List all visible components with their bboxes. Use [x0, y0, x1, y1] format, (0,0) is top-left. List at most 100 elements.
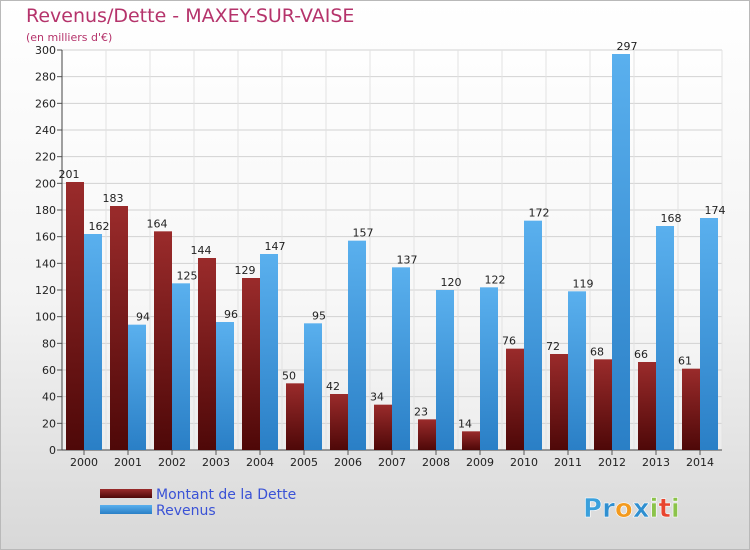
bar-revenus: [656, 226, 674, 450]
x-tick-label: 2007: [378, 456, 406, 469]
data-label-dette: 34: [370, 391, 384, 404]
y-tick-label: 180: [35, 204, 56, 217]
bar-revenus: [568, 291, 586, 450]
y-tick-label: 100: [35, 311, 56, 324]
y-tick-label: 80: [42, 337, 56, 350]
bar-dette: [330, 394, 348, 450]
data-label-revenus: 95: [312, 309, 326, 322]
logo-text: Proxiti: [583, 494, 680, 524]
axes: 0 20 40 60 80 100 120 140 160 180 200 220 240 260 280 3…: [35, 44, 722, 469]
bar-revenus: [304, 323, 322, 450]
data-label-revenus: 168: [661, 212, 682, 225]
bar-revenus: [260, 254, 278, 450]
bar-dette: [594, 359, 612, 450]
x-tick-label: 2009: [466, 456, 494, 469]
data-label-dette: 42: [326, 380, 340, 393]
y-tick-label: 120: [35, 284, 56, 297]
bar-revenus: [524, 220, 542, 450]
x-tick-label: 2001: [114, 456, 142, 469]
x-tick-label: 2008: [422, 456, 450, 469]
x-tick-label: 2000: [70, 456, 98, 469]
bar-dette: [198, 258, 216, 450]
legend-swatch-revenus: [100, 505, 152, 514]
data-label-revenus: 125: [177, 269, 198, 282]
bar-revenus: [612, 54, 630, 450]
bar-revenus: [480, 287, 498, 450]
x-tick-label: 2004: [246, 456, 274, 469]
data-label-revenus: 297: [617, 40, 638, 53]
bar-dette: [550, 354, 568, 450]
data-label-revenus: 120: [441, 276, 462, 289]
data-label-revenus: 122: [485, 273, 506, 286]
y-tick-label: 260: [35, 97, 56, 110]
bar-revenus: [700, 218, 718, 450]
y-tick-label: 280: [35, 71, 56, 84]
bar-revenus: [436, 290, 454, 450]
bar-dette: [418, 419, 436, 450]
data-label-dette: 14: [458, 417, 472, 430]
bars: [66, 54, 718, 450]
bar-dette: [462, 431, 480, 450]
data-label-revenus: 172: [529, 207, 550, 220]
x-tick-label: 2013: [642, 456, 670, 469]
bar-revenus: [392, 267, 410, 450]
bar-dette: [286, 383, 304, 450]
x-tick-label: 2005: [290, 456, 318, 469]
data-label-dette: 144: [191, 244, 212, 257]
data-label-dette: 23: [414, 405, 428, 418]
x-tick-label: 2010: [510, 456, 538, 469]
bar-revenus: [348, 240, 366, 450]
y-tick-label: 300: [35, 44, 56, 57]
logo-letter: t: [658, 494, 670, 524]
bar-dette: [506, 348, 524, 450]
logo-letter: P: [583, 494, 602, 524]
bar-dette: [682, 368, 700, 450]
data-label-revenus: 174: [705, 204, 726, 217]
legend-label-revenus: Revenus: [156, 503, 216, 519]
data-label-revenus: 157: [353, 227, 374, 240]
data-label-dette: 61: [678, 355, 692, 368]
bar-revenus: [84, 234, 102, 450]
bar-dette: [110, 206, 128, 450]
y-tick-label: 240: [35, 124, 56, 137]
data-label-dette: 50: [282, 369, 296, 382]
x-tick-label: 2006: [334, 456, 362, 469]
data-label-dette: 164: [147, 217, 168, 230]
proxiti-logo: Proxiti: [583, 494, 680, 525]
bar-revenus: [216, 322, 234, 450]
y-tick-label: 200: [35, 177, 56, 190]
data-labels: 201 162 183 94 164 125 144 96 129 147 50 95 42 157 34 1…: [59, 40, 726, 430]
bar-dette: [638, 362, 656, 450]
y-tick-label: 140: [35, 257, 56, 270]
y-tick-label: 40: [42, 391, 56, 404]
data-label-dette: 76: [502, 335, 516, 348]
legend-label-dette: Montant de la Dette: [156, 487, 296, 503]
x-tick-label: 2014: [686, 456, 714, 469]
logo-letter: i: [671, 494, 680, 524]
bar-dette: [154, 231, 172, 450]
data-label-dette: 72: [546, 340, 560, 353]
x-tick-label: 2002: [158, 456, 186, 469]
data-label-dette: 183: [103, 192, 124, 205]
data-label-dette: 129: [235, 264, 256, 277]
data-label-dette: 66: [634, 348, 648, 361]
y-tick-label: 60: [42, 364, 56, 377]
logo-letter: x: [633, 494, 650, 524]
logo-letter: i: [650, 494, 659, 524]
data-label-revenus: 137: [397, 253, 418, 266]
logo-letter: o: [615, 494, 633, 524]
data-label-revenus: 162: [89, 220, 110, 233]
bar-dette: [374, 404, 392, 450]
y-tick-label: 220: [35, 151, 56, 164]
chart-title: Revenus/Dette - MAXEY-SUR-VAISE: [26, 5, 354, 27]
bar-revenus: [172, 283, 190, 450]
data-label-revenus: 119: [573, 277, 594, 290]
bar-revenus: [128, 324, 146, 450]
chart-subtitle: (en milliers d'€): [26, 31, 112, 44]
legend-swatch-dette: [100, 489, 152, 498]
data-label-revenus: 96: [224, 308, 238, 321]
logo-letter: r: [602, 494, 615, 524]
x-tick-label: 2011: [554, 456, 582, 469]
